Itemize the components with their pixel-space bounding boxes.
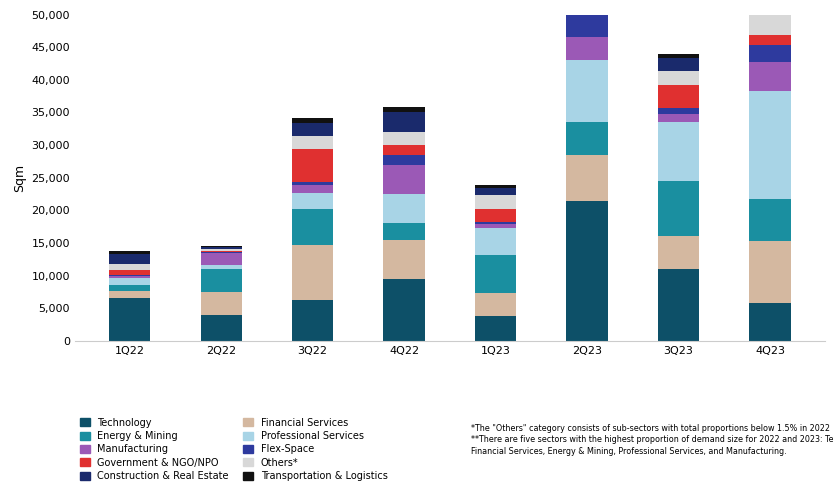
Bar (475, 185, 516, 187)
Bar (658, 85, 699, 108)
Bar (750, 13, 791, 36)
Bar (109, 251, 150, 254)
Bar (383, 132, 425, 145)
Bar (750, 0, 791, 1)
Bar (109, 299, 150, 341)
Bar (201, 315, 242, 341)
Bar (658, 57, 699, 71)
Bar (201, 253, 242, 264)
Bar (292, 185, 333, 193)
Bar (750, 199, 791, 241)
Bar (201, 252, 242, 253)
Bar (475, 222, 516, 224)
Bar (109, 278, 150, 285)
Bar (292, 123, 333, 136)
Bar (750, 241, 791, 303)
Bar (658, 181, 699, 237)
Bar (566, 15, 607, 37)
Bar (109, 270, 150, 275)
Bar (658, 55, 699, 57)
Bar (201, 245, 242, 247)
Bar (109, 291, 150, 299)
Bar (201, 247, 242, 248)
Bar (201, 264, 242, 269)
Bar (566, 155, 607, 201)
Bar (475, 316, 516, 341)
Bar (292, 149, 333, 182)
Bar (658, 71, 699, 85)
Bar (566, 37, 607, 60)
Bar (566, 60, 607, 122)
Bar (658, 237, 699, 269)
Bar (566, 201, 607, 341)
Bar (475, 228, 516, 255)
Bar (383, 224, 425, 240)
Bar (566, 0, 607, 11)
Bar (292, 193, 333, 209)
Bar (383, 165, 425, 194)
Bar (383, 194, 425, 224)
Bar (201, 248, 242, 250)
Bar (292, 118, 333, 123)
Bar (750, 1, 791, 13)
Bar (475, 195, 516, 209)
Bar (201, 250, 242, 252)
Bar (566, 122, 607, 155)
Bar (292, 182, 333, 185)
Bar (566, 11, 607, 15)
Text: *The "Others" category consists of sub-sectors with total proportions below 1.5%: *The "Others" category consists of sub-s… (471, 424, 833, 456)
Bar (475, 209, 516, 222)
Bar (109, 275, 150, 276)
Bar (658, 114, 699, 122)
Bar (383, 107, 425, 112)
Bar (750, 61, 791, 91)
Bar (109, 285, 150, 291)
Bar (201, 269, 242, 292)
Bar (658, 122, 699, 181)
Bar (750, 91, 791, 199)
Bar (475, 293, 516, 316)
Bar (109, 254, 150, 264)
Y-axis label: Sqm: Sqm (13, 164, 26, 192)
Bar (383, 155, 425, 165)
Bar (383, 145, 425, 155)
Bar (383, 240, 425, 279)
Bar (658, 269, 699, 341)
Bar (750, 36, 791, 45)
Bar (292, 136, 333, 149)
Bar (475, 255, 516, 293)
Bar (475, 224, 516, 228)
Bar (109, 276, 150, 278)
Bar (475, 187, 516, 195)
Legend: Technology, Energy & Mining, Manufacturing, Government & NGO/NPO, Construction &: Technology, Energy & Mining, Manufacturi… (80, 417, 388, 481)
Bar (292, 209, 333, 245)
Bar (383, 112, 425, 132)
Bar (383, 279, 425, 341)
Bar (292, 300, 333, 341)
Bar (109, 264, 150, 270)
Bar (292, 245, 333, 300)
Bar (658, 108, 699, 114)
Bar (201, 292, 242, 315)
Bar (750, 303, 791, 341)
Bar (750, 45, 791, 61)
